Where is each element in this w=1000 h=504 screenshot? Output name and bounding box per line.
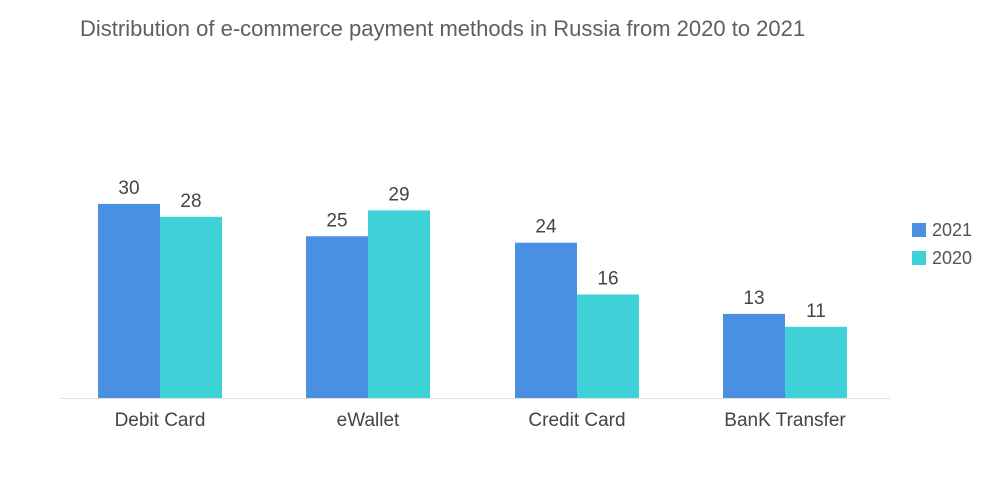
bar-2021-ewallet [306, 236, 368, 398]
legend-swatch-2021 [912, 223, 926, 237]
data-label-2021-bank-transfer: 13 [743, 288, 764, 309]
x-tick-label: Debit Card [115, 410, 206, 431]
legend-item-2021: 2021 [912, 216, 972, 244]
data-label-2020-credit-card: 16 [597, 268, 618, 289]
legend-item-2020: 2020 [912, 244, 972, 272]
data-label-2021-credit-card: 24 [535, 217, 557, 238]
legend-label-2020: 2020 [932, 247, 973, 268]
bar-2020-debit-card [160, 216, 222, 398]
bar-2020-bank-transfer [785, 326, 847, 398]
x-tick-label: BanK Transfer [724, 410, 846, 431]
legend-swatch-2020 [912, 251, 926, 265]
data-label-2021-debit-card: 30 [118, 178, 139, 199]
x-tick-label: eWallet [337, 410, 400, 431]
bar-2021-credit-card [515, 242, 577, 398]
bar-2020-ewallet [368, 210, 430, 398]
data-label-2020-ewallet: 29 [388, 184, 409, 205]
bar-2021-debit-card [98, 203, 160, 398]
x-tick-label: Credit Card [528, 410, 625, 431]
data-label-2020-debit-card: 28 [180, 191, 201, 212]
data-label-2021-ewallet: 25 [326, 210, 347, 231]
legend-label-2021: 2021 [932, 219, 973, 240]
bar-2020-credit-card [577, 294, 639, 398]
chart-title: Distribution of e-commerce payment metho… [80, 16, 806, 41]
bar-2021-bank-transfer [723, 313, 785, 398]
data-label-2020-bank-transfer: 11 [806, 301, 826, 322]
legend: 2021 2020 [912, 216, 972, 272]
